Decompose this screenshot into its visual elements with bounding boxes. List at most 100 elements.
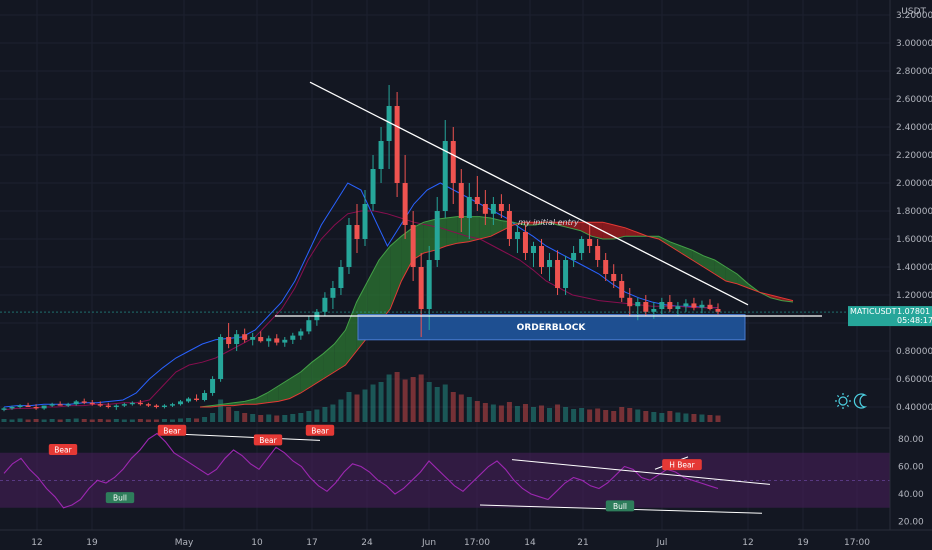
volume-bar — [555, 404, 561, 422]
volume-bar — [97, 419, 103, 422]
cloud-segment — [457, 216, 469, 244]
volume-bar — [73, 418, 79, 422]
time-tick-label: 17:00 — [464, 538, 490, 548]
volume-bar — [169, 419, 175, 422]
candle-body — [113, 405, 119, 407]
candle-body — [362, 204, 368, 239]
candle-body — [418, 267, 424, 309]
candle-body — [226, 337, 232, 344]
time-axis[interactable]: 12 19 May 10 17 24 Jun 17:00 14 21 Jul 12 19 17:00 — [31, 538, 870, 548]
candle-body — [675, 306, 681, 309]
volume-bar — [250, 414, 256, 422]
volume-bar — [394, 372, 400, 422]
drawings[interactable] — [0, 81, 890, 317]
cloud-segment — [401, 227, 413, 281]
candle-body — [65, 404, 71, 406]
volume-bar — [121, 419, 127, 422]
time-tick-label: 24 — [361, 538, 373, 548]
volume-bar — [346, 392, 352, 422]
volume-bar — [539, 405, 545, 422]
price-tick-label: 3.20000 — [896, 11, 932, 21]
volume-bar — [547, 408, 553, 422]
cloud-segment — [323, 344, 335, 379]
kijun-line — [3, 210, 718, 411]
candle-body — [643, 302, 649, 312]
volume-bar — [234, 411, 240, 422]
volume-bar — [33, 419, 39, 422]
cloud-segment — [468, 216, 480, 242]
price-tick-label: 0.40000 — [896, 403, 932, 413]
candle-body — [667, 302, 673, 309]
candle-body — [137, 402, 143, 405]
candle-body — [298, 331, 304, 336]
volume-bar — [290, 414, 296, 422]
candle-body — [161, 405, 167, 407]
volume-bar — [161, 419, 167, 422]
volume-bar — [25, 419, 31, 422]
candle-body — [378, 141, 384, 169]
last-price-value: 1.07801 — [897, 307, 930, 316]
candle-body — [194, 398, 200, 400]
volume-bar — [306, 411, 312, 422]
orderblock-zone[interactable]: ORDERBLOCK — [357, 314, 746, 341]
sun-moon-icon[interactable] — [835, 393, 868, 409]
volume-bar — [314, 409, 320, 422]
candle-body — [394, 106, 400, 183]
candle-body — [97, 404, 103, 406]
time-tick-label: 17:00 — [844, 538, 870, 548]
volume-bar — [186, 418, 192, 422]
volume-bar — [490, 404, 496, 422]
candle-body — [282, 339, 288, 343]
volume-bar — [362, 389, 368, 422]
volume-bar — [611, 411, 617, 422]
divergence-line — [511, 459, 771, 485]
candle-body — [129, 402, 135, 405]
candle-body — [258, 337, 264, 342]
volume-bar — [482, 403, 488, 422]
candle-body — [547, 260, 553, 267]
cloud-segment — [379, 246, 391, 323]
rsi-label-bg — [48, 444, 78, 455]
volume-bar — [242, 413, 248, 422]
candle-body — [121, 404, 127, 406]
volume-bar — [514, 406, 520, 422]
volume-bar — [322, 407, 328, 422]
candle-body — [442, 141, 448, 211]
candle-body — [290, 335, 296, 340]
candle-body — [17, 405, 23, 407]
volume-bar — [153, 419, 159, 422]
candle-body — [177, 401, 183, 405]
volume-bar — [675, 412, 681, 422]
cloud-segment — [613, 225, 626, 239]
span-a-line — [199, 216, 794, 408]
volume-bar — [683, 413, 689, 422]
volume-bar — [707, 415, 713, 422]
candle-body — [145, 404, 151, 406]
volume-bar — [699, 414, 705, 422]
volume-bar — [466, 397, 472, 422]
time-tick-label: May — [175, 538, 194, 548]
candle-body — [402, 183, 408, 225]
volume-bar — [330, 404, 336, 422]
cloud-segment — [244, 398, 256, 405]
rsi-label-bg — [305, 424, 335, 436]
time-tick-label: Jul — [656, 538, 668, 548]
candle-body — [595, 246, 601, 260]
candle-body — [490, 204, 496, 214]
cloud-segment — [289, 372, 301, 399]
price-axis[interactable]: 3.20000 3.00000 2.80000 2.60000 2.40000 2.200… — [896, 11, 932, 413]
rsi-axis[interactable]: 80.00 60.00 40.00 20.00 — [898, 435, 924, 528]
candle-body — [73, 401, 79, 405]
candle-body — [707, 304, 713, 309]
volume-bar — [177, 418, 183, 422]
rsi-label-bg — [662, 459, 702, 471]
orderblock-rect[interactable] — [357, 314, 746, 341]
volume-bar — [643, 411, 649, 422]
time-tick-label: 19 — [797, 538, 809, 548]
volume-bar — [506, 402, 512, 422]
price-tick-label: 1.20000 — [896, 291, 932, 301]
rsi-tick-label: 80.00 — [898, 435, 924, 445]
volume-bar — [579, 408, 585, 422]
candle-body — [354, 225, 360, 239]
